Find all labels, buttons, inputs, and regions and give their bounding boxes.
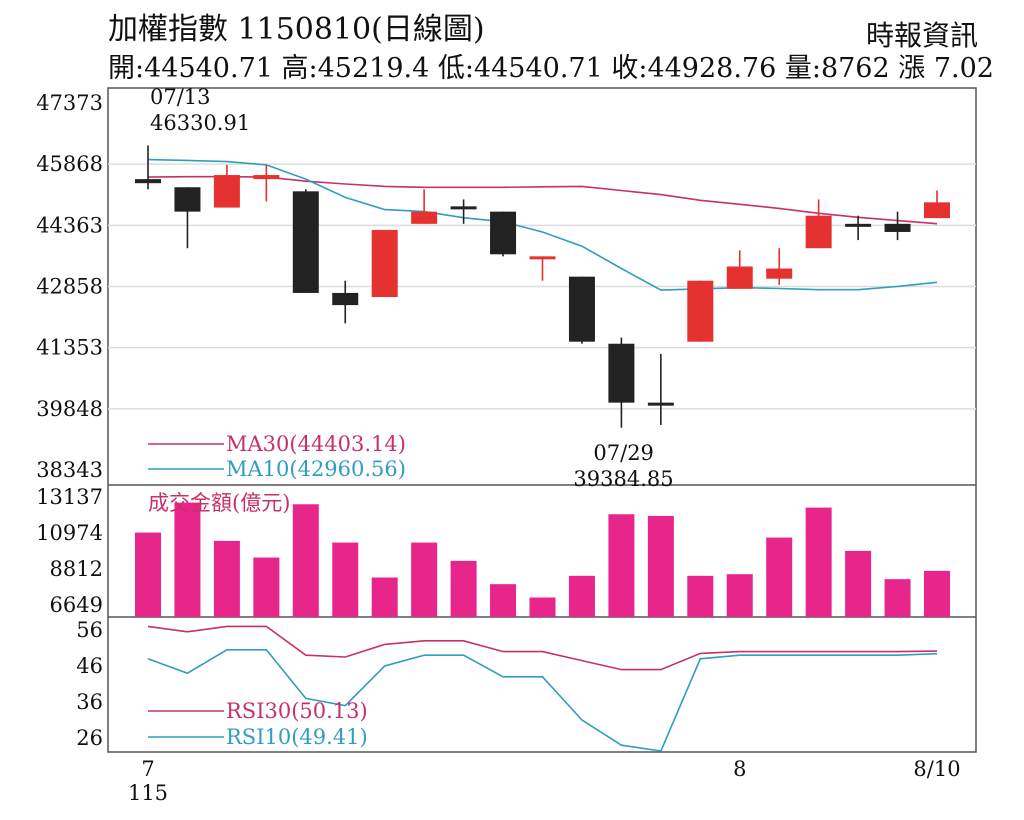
volume-bar (292, 504, 319, 617)
candle-body (805, 215, 832, 249)
volume-bar (411, 542, 438, 617)
candle-body (924, 202, 950, 219)
rsi-tick-label: 36 (76, 690, 103, 714)
volume-tick-label: 13137 (36, 485, 103, 509)
volume-bar (726, 574, 753, 617)
price-tick-label: 41353 (36, 336, 103, 360)
rsi10-legend-label: RSI10(49.41) (226, 725, 368, 749)
volume-bar (924, 570, 950, 617)
volume-bar (608, 514, 635, 617)
quote-summary: 開:44540.71 高:45219.4 低:44540.71 收:44928.… (108, 53, 994, 84)
rsi-tick-label: 46 (76, 654, 103, 678)
rsi30-legend-label: RSI30(50.13) (226, 699, 368, 723)
candle-body (687, 280, 714, 342)
price-tick-label: 42858 (36, 275, 103, 299)
volume-bar (884, 579, 911, 617)
x-tick-label: 8/10 (913, 757, 960, 781)
chart-title: 加權指數 1150810(日線圖) (108, 12, 485, 47)
candle-body (884, 223, 911, 232)
volume-bar (647, 515, 674, 617)
candle-body (371, 229, 398, 297)
x-tick-label: 115 (128, 781, 168, 805)
candle-body (292, 191, 319, 293)
candle-body (174, 187, 201, 212)
candle-body (253, 175, 280, 180)
volume-bar (845, 550, 872, 617)
chart-source: 時報資訊 (865, 19, 978, 52)
x-tick-label: 8 (733, 757, 746, 781)
volume-bar (805, 507, 832, 617)
candle-body (568, 276, 595, 342)
rsi30-line (147, 625, 938, 671)
volume-tick-label: 10974 (36, 521, 103, 545)
candle-body (450, 206, 477, 210)
volume-tick-label: 8812 (50, 557, 103, 581)
volume-bar (213, 540, 240, 617)
x-tick-label: 7 (141, 757, 154, 781)
volume-bar (687, 575, 714, 617)
volume-panel-title: 成交金額(億元) (148, 491, 290, 515)
volume-bar (766, 537, 793, 617)
candle-body (845, 223, 872, 227)
volume-bar (450, 560, 477, 617)
low-date-label: 07/29 (593, 441, 654, 465)
volume-bar (568, 575, 595, 617)
ma30-line (147, 175, 938, 225)
volume-bar (332, 542, 359, 617)
volume-bar (135, 532, 161, 617)
candle-body (766, 268, 793, 279)
candle-body (529, 256, 556, 260)
price-tick-label: 45868 (36, 152, 103, 176)
ma10-legend-label: MA10(42960.56) (226, 457, 406, 481)
high-date-label: 07/13 (150, 85, 211, 109)
low-value-label: 39384.85 (573, 467, 673, 491)
volume-bar (490, 584, 517, 617)
price-tick-label: 39848 (36, 397, 103, 421)
rsi10-line (147, 648, 938, 752)
price-tick-label: 47373 (36, 91, 103, 115)
price-tick-label: 38343 (36, 458, 103, 482)
price-tick-label: 44363 (36, 213, 103, 237)
candle-body (411, 211, 438, 224)
ma10-line (147, 158, 938, 291)
plot-frame (107, 87, 977, 753)
candle-body (726, 266, 753, 289)
rsi-tick-label: 56 (76, 618, 103, 642)
candle-body (490, 211, 517, 255)
ma30-legend-label: MA30(44403.14) (226, 432, 406, 456)
volume-bar (174, 502, 201, 617)
candle-body (647, 402, 674, 406)
volume-tick-label: 6649 (50, 593, 103, 617)
volume-bar (253, 557, 280, 617)
candle-body (213, 175, 240, 208)
rsi-tick-label: 26 (76, 726, 103, 750)
candle-body (332, 292, 359, 306)
candle-body (135, 179, 161, 184)
candle-body (608, 343, 635, 403)
high-value-label: 46330.91 (150, 111, 250, 135)
volume-bar (371, 577, 398, 617)
volume-bar (529, 597, 556, 617)
